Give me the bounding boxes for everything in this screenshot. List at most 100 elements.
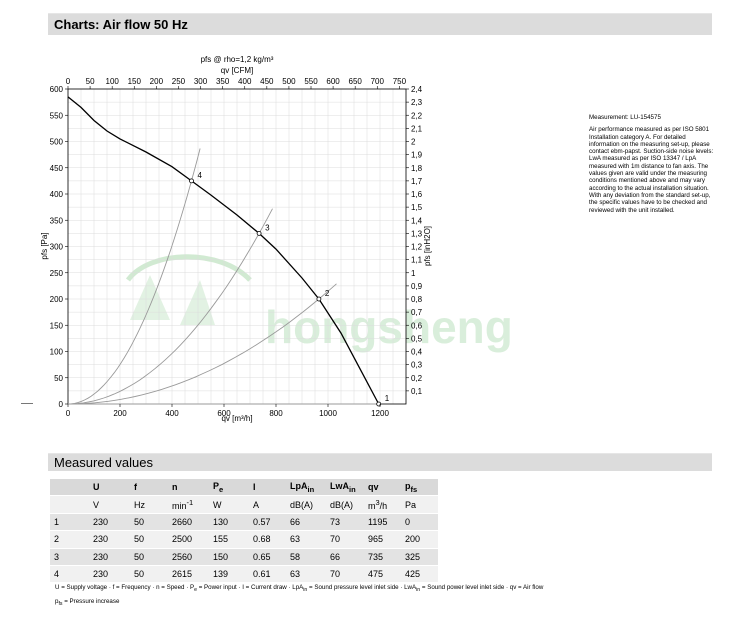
y-tick-label: 350 xyxy=(50,216,64,225)
watermark-mark-icon xyxy=(130,275,215,325)
measurement-text: Air performance measured as per ISO 5801… xyxy=(589,126,714,214)
table-cell: LpAin xyxy=(286,479,326,497)
y2-tick-label: 1,7 xyxy=(411,177,423,186)
table-cell: 1 xyxy=(50,513,89,532)
x2-tick-label: 0 xyxy=(66,77,71,86)
table-cell: 70 xyxy=(326,565,364,584)
left-margin-mark xyxy=(21,403,33,404)
x-tick-label: 200 xyxy=(113,409,127,418)
x2-tick-label: 150 xyxy=(128,77,142,86)
y-tick-label: 400 xyxy=(50,190,64,199)
table-cell: 66 xyxy=(286,513,326,532)
table-cell: 2560 xyxy=(168,548,209,566)
table-cell: 155 xyxy=(209,530,249,549)
table-row: 2 230 50 2500 155 0.68 63 70 965 200 xyxy=(50,530,438,549)
y-tick-label: 550 xyxy=(50,111,64,120)
table-cell: dB(A) xyxy=(286,495,326,514)
y2-tick-label: 2,3 xyxy=(411,98,423,107)
table-cell: 70 xyxy=(326,530,364,549)
measurement-id: Measurement: LU-154575 xyxy=(589,114,661,121)
y2-tick-label: 1,2 xyxy=(411,243,423,252)
measured-values-title: Measured values xyxy=(54,455,153,470)
x2-tick-label: 300 xyxy=(194,77,208,86)
table-legend: U = Supply voltage · f = Frequency · n =… xyxy=(55,582,715,610)
table-cell: 0.57 xyxy=(249,513,286,532)
table-row: 3 230 50 2560 150 0.65 58 66 735 325 xyxy=(50,548,438,566)
table-cell: V xyxy=(89,495,130,514)
y-tick-label: 600 xyxy=(50,85,64,94)
y2-tick-label: 1 xyxy=(411,269,416,278)
table-cell: 66 xyxy=(326,548,364,566)
x-tick-label: 600 xyxy=(217,409,231,418)
y2-tick-label: 0,2 xyxy=(411,374,423,383)
table-cell: 0.68 xyxy=(249,530,286,549)
y-tick-label: 250 xyxy=(50,269,64,278)
charts-header: Charts: Air flow 50 Hz xyxy=(48,13,712,35)
table-cell: 230 xyxy=(89,565,130,584)
operating-point-4 xyxy=(189,178,194,184)
operating-point-label-2: 2 xyxy=(325,289,330,298)
x-tick-label: 0 xyxy=(66,409,71,418)
table-cell: 130 xyxy=(209,513,249,532)
y-tick-label: 50 xyxy=(54,374,63,383)
y2-tick-label: 0,1 xyxy=(411,387,423,396)
y-tick-label: 150 xyxy=(50,321,64,330)
y2-tick-label: 0,5 xyxy=(411,334,423,343)
operating-point-label-3: 3 xyxy=(265,223,270,232)
y2-tick-label: 0,6 xyxy=(411,321,423,330)
y-tick-label: 200 xyxy=(50,295,64,304)
system-curve-2 xyxy=(67,283,337,405)
x2-tick-label: 600 xyxy=(326,77,340,86)
table-cell: 475 xyxy=(364,565,401,584)
table-cell: U xyxy=(89,479,130,497)
table-cell: 325 xyxy=(401,548,438,566)
table-cell: 0.65 xyxy=(249,548,286,566)
table-cell xyxy=(50,479,89,497)
y2-axis-label: pfs [inH2O] xyxy=(423,226,432,266)
fan-curve-line-0 xyxy=(67,96,380,405)
table-cell: f xyxy=(130,479,168,497)
table-cell: Pa xyxy=(401,495,438,514)
y2-tick-label: 0,3 xyxy=(411,361,423,370)
table-cell: 0.61 xyxy=(249,565,286,584)
y-tick-label: 450 xyxy=(50,164,64,173)
x2-tick-label: 700 xyxy=(371,77,385,86)
x2-tick-label: 200 xyxy=(150,77,164,86)
y2-tick-label: 2,1 xyxy=(411,124,423,133)
table-cell: 2 xyxy=(50,530,89,549)
y-tick-label: 500 xyxy=(50,138,64,147)
x-tick-label: 400 xyxy=(165,409,179,418)
table-cell: 4 xyxy=(50,565,89,584)
table-cell: 50 xyxy=(130,530,168,549)
x-axis-label: qv [m³/h] xyxy=(221,414,252,423)
table-cell xyxy=(50,495,89,514)
watermark-arc-icon xyxy=(125,254,252,282)
y2-tick-label: 0,9 xyxy=(411,282,423,291)
table-cell: 73 xyxy=(326,513,364,532)
y2-tick-label: 0,7 xyxy=(411,308,423,317)
y-axis-label: pfs [Pa] xyxy=(40,232,49,259)
table-cell: 2615 xyxy=(168,565,209,584)
measured-values-header: Measured values xyxy=(48,453,712,471)
x-tick-label: 1000 xyxy=(319,409,337,418)
table-cell: 2500 xyxy=(168,530,209,549)
legend-line-1: U = Supply voltage · f = Frequency · n =… xyxy=(55,584,544,594)
table-cell: LwAin xyxy=(326,479,364,497)
y2-tick-label: 1,5 xyxy=(411,203,423,212)
axis-ticks: 0 200 400 600 800 1000 12000501001502002503003… xyxy=(50,77,423,418)
x2-tick-label: 450 xyxy=(260,77,274,86)
y2-tick-label: 2 xyxy=(411,138,416,147)
table-row: 1 230 50 2660 130 0.57 66 73 1195 0 xyxy=(50,513,438,532)
y2-tick-label: 1,9 xyxy=(411,151,423,160)
x-tick-label: 1200 xyxy=(371,409,389,418)
legend-line-2: pfs = Pressure increase xyxy=(55,598,120,608)
chart-title: pfs @ rho=1,2 kg/m³ xyxy=(201,55,274,64)
x2-tick-label: 750 xyxy=(393,77,407,86)
system-curve-4 xyxy=(67,148,201,405)
table-cell: 200 xyxy=(401,530,438,549)
x2-tick-label: 350 xyxy=(216,77,230,86)
x2-tick-label: 650 xyxy=(349,77,363,86)
x2-tick-label: 100 xyxy=(106,77,120,86)
